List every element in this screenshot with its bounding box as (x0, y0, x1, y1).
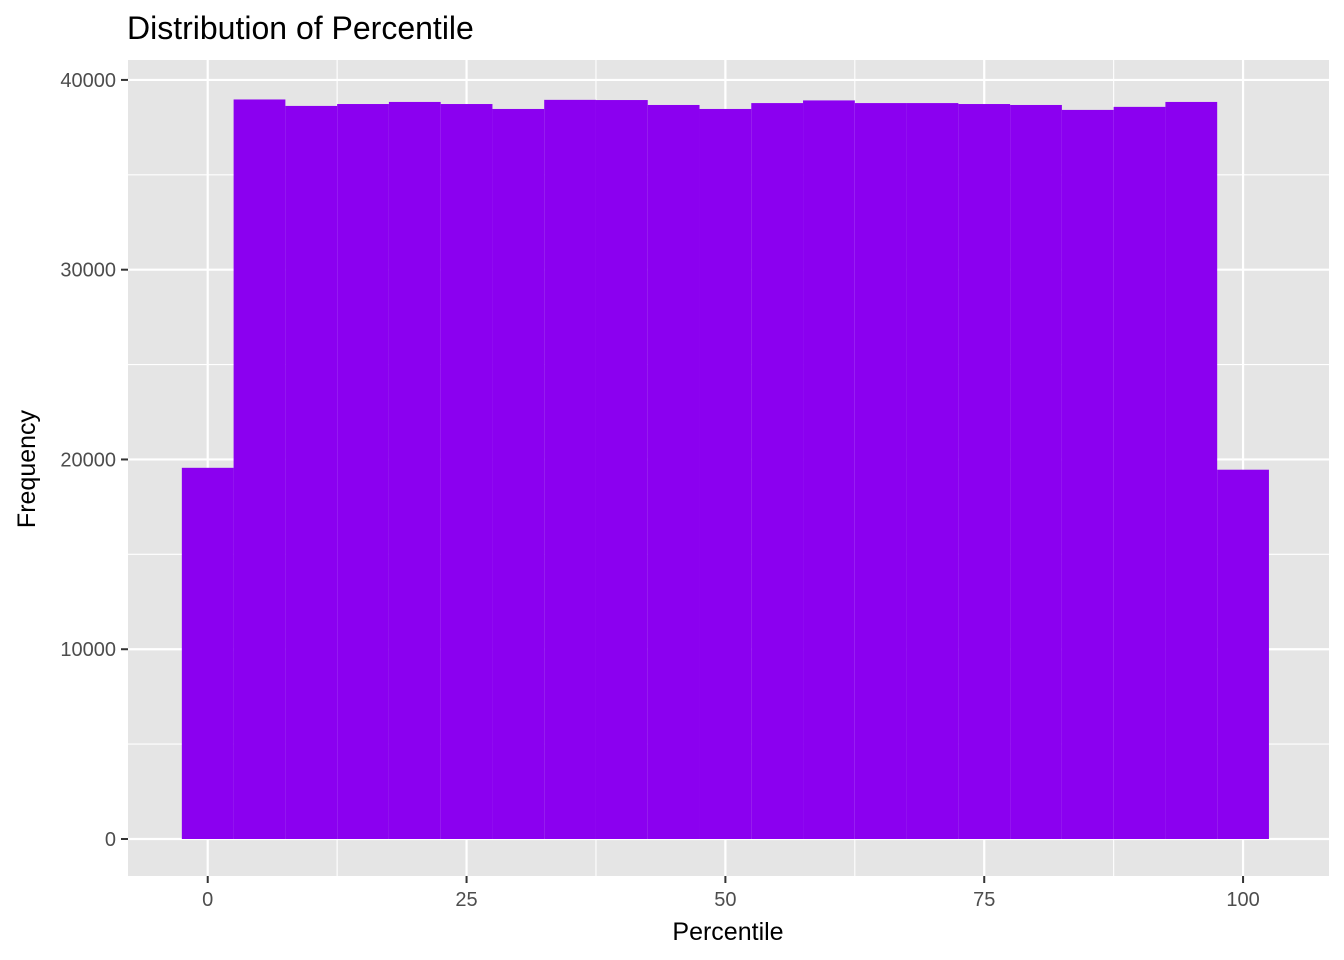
histogram-bar (285, 105, 338, 839)
y-axis: 0 10000 20000 30000 40000 (60, 70, 128, 851)
histogram-bar (595, 100, 648, 839)
histogram-bar (181, 467, 234, 839)
histogram-bar (440, 104, 493, 839)
x-tick-label: 0 (202, 889, 213, 911)
histogram-bar (233, 99, 286, 839)
histogram-bar (1061, 109, 1114, 839)
histogram-bar (337, 104, 389, 839)
x-tick-label: 50 (714, 889, 736, 911)
histogram-bar (647, 104, 700, 839)
chart-title: Distribution of Percentile (127, 10, 474, 46)
y-tick-label: 20000 (60, 449, 116, 471)
histogram-bar (1165, 101, 1218, 839)
x-axis-title: Percentile (672, 918, 783, 946)
histogram-bar (958, 104, 1011, 839)
histogram-bar (544, 99, 596, 839)
histogram-bar (1217, 469, 1269, 839)
histogram-bar (1010, 104, 1062, 839)
histogram-bar (803, 100, 855, 839)
x-tick-label: 100 (1226, 889, 1259, 911)
x-tick-label: 75 (973, 889, 995, 911)
histogram-bar (906, 103, 959, 839)
x-tick-label: 25 (455, 889, 477, 911)
histogram-bars (181, 99, 1269, 839)
histogram-bar (699, 108, 752, 839)
y-tick-label: 40000 (60, 70, 116, 92)
y-axis-title: Frequency (13, 409, 41, 528)
y-tick-label: 10000 (60, 639, 116, 661)
histogram-bar (388, 101, 441, 839)
y-tick-label: 0 (105, 829, 116, 851)
x-axis: 0 25 50 75 100 (202, 876, 1260, 911)
histogram-bar (1113, 106, 1166, 839)
histogram-bar (751, 103, 804, 839)
histogram-bar (854, 103, 907, 839)
y-tick-label: 30000 (60, 260, 116, 282)
histogram-bar (492, 108, 545, 839)
